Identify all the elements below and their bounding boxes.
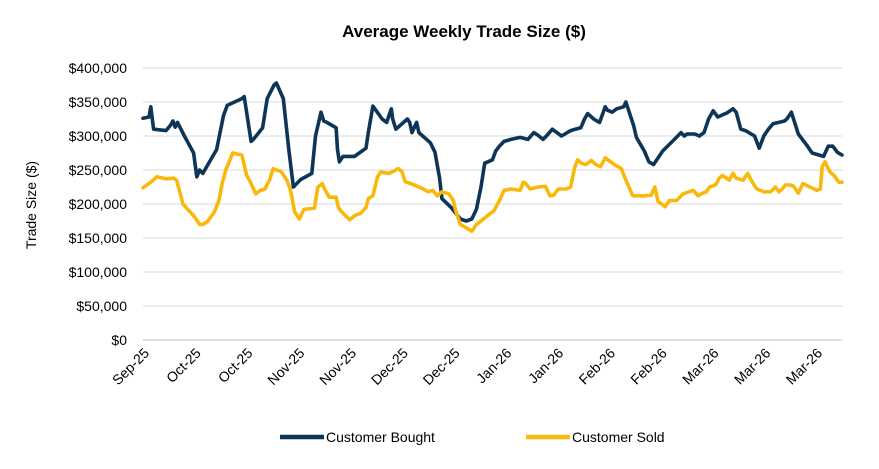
legend: Customer Bought Customer Sold [280,429,665,445]
y-tick-label: $250,000 [69,162,128,178]
gridlines [143,67,842,307]
x-tick-label: Jan-26 [473,345,515,387]
y-axis-label: Trade Size ($) [23,161,39,249]
x-tick-label: Feb-26 [627,345,670,388]
chart-title: Average Weekly Trade Size ($) [342,22,586,41]
series-line-customer-sold [141,151,844,233]
x-tick-label: Sep-25 [109,345,152,388]
x-tick-label: Jan-26 [525,345,567,387]
x-tick-label: Feb-26 [575,345,618,388]
series-line-customer-bought [141,81,844,223]
y-tick-label: $150,000 [69,230,128,246]
y-tick-label: $50,000 [76,298,127,314]
series-layer [141,81,844,233]
legend-label-customer-sold: Customer Sold [572,429,665,445]
x-tick-label: Mar-26 [679,345,722,388]
x-tick-label: Mar-26 [783,345,826,388]
legend-item-customer-sold: Customer Sold [526,429,665,445]
y-tick-label: $0 [111,332,127,348]
y-tick-label: $300,000 [69,128,128,144]
x-tick-label: Oct-25 [163,345,204,386]
legend-item-customer-bought: Customer Bought [280,429,435,445]
y-tick-label: $200,000 [69,196,128,212]
x-tick-label: Nov-25 [316,345,359,388]
x-tick-label: Oct-25 [215,345,256,386]
y-axis-ticks: $0 $50,000 $100,000 $150,000 $200,000 $250,00… [69,60,128,348]
legend-label-customer-bought: Customer Bought [326,429,435,445]
x-tick-label: Dec-25 [420,345,463,388]
x-axis-ticks: Sep-25 Oct-25 Oct-25 Nov-25 Nov-25 Dec-25 Dec-… [109,345,825,388]
y-tick-label: $350,000 [69,94,128,110]
x-tick-label: Mar-26 [731,345,774,388]
x-tick-label: Dec-25 [368,345,411,388]
x-tick-label: Nov-25 [264,345,307,388]
y-tick-label: $400,000 [69,60,128,76]
y-tick-label: $100,000 [69,264,128,280]
